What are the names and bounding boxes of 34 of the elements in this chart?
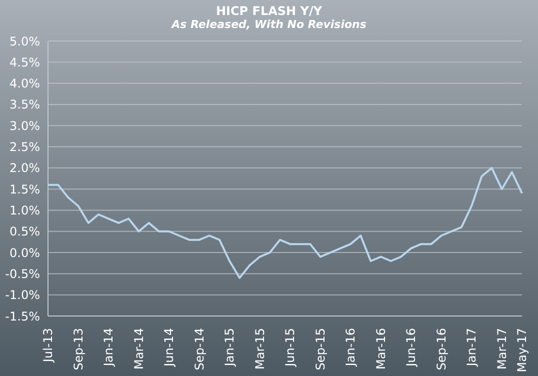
x-tick-label: Jul-13 [41,328,55,364]
y-tick-label: 4.0% [10,76,40,91]
x-tick-label: Jan-16 [344,328,358,368]
y-tick-label: 4.5% [10,55,40,70]
x-tick-label: Sep-14 [192,328,206,370]
y-tick-label: 3.0% [10,118,40,133]
x-tick-label: Mar-15 [252,328,267,370]
x-tick-label: Jan-14 [102,328,116,368]
x-tick-label: Sep-15 [313,328,328,370]
x-tick-label: Mar-14 [132,328,146,370]
x-tick-label: Jan-15 [222,328,237,368]
x-tick-label: Sep-13 [71,328,86,370]
y-tick-label: 1.0% [10,203,40,218]
chart-title: HICP FLASH Y/Y [214,4,324,18]
x-tick-label: Jan-17 [464,328,479,368]
x-tick-label: Mar-16 [374,328,388,370]
y-tick-label: -0.5% [5,266,40,281]
x-tick-label: Jun-14 [162,328,176,368]
y-tick-label: 2.0% [10,161,40,176]
x-tick-label: Jun-16 [404,328,418,368]
y-tick-label: 2.5% [10,140,40,154]
y-tick-label: 5.0% [10,34,40,48]
y-tick-label: -1.0% [5,288,40,302]
x-tick-label: Mar-17 [494,328,509,370]
x-tick-label: Sep-16 [434,328,448,370]
y-tick-label: 0.0% [10,246,40,260]
y-tick-label: -1.5% [5,309,40,324]
x-tick-label: Jun-15 [283,328,298,368]
y-tick-label: 1.5% [10,182,40,196]
y-tick-label: 0.5% [10,224,40,239]
x-tick-label: May-17 [515,328,529,372]
chart-subtitle: As Released, With No Revisions [170,18,368,31]
y-tick-label: 3.5% [10,98,40,112]
line-series [47,166,523,279]
